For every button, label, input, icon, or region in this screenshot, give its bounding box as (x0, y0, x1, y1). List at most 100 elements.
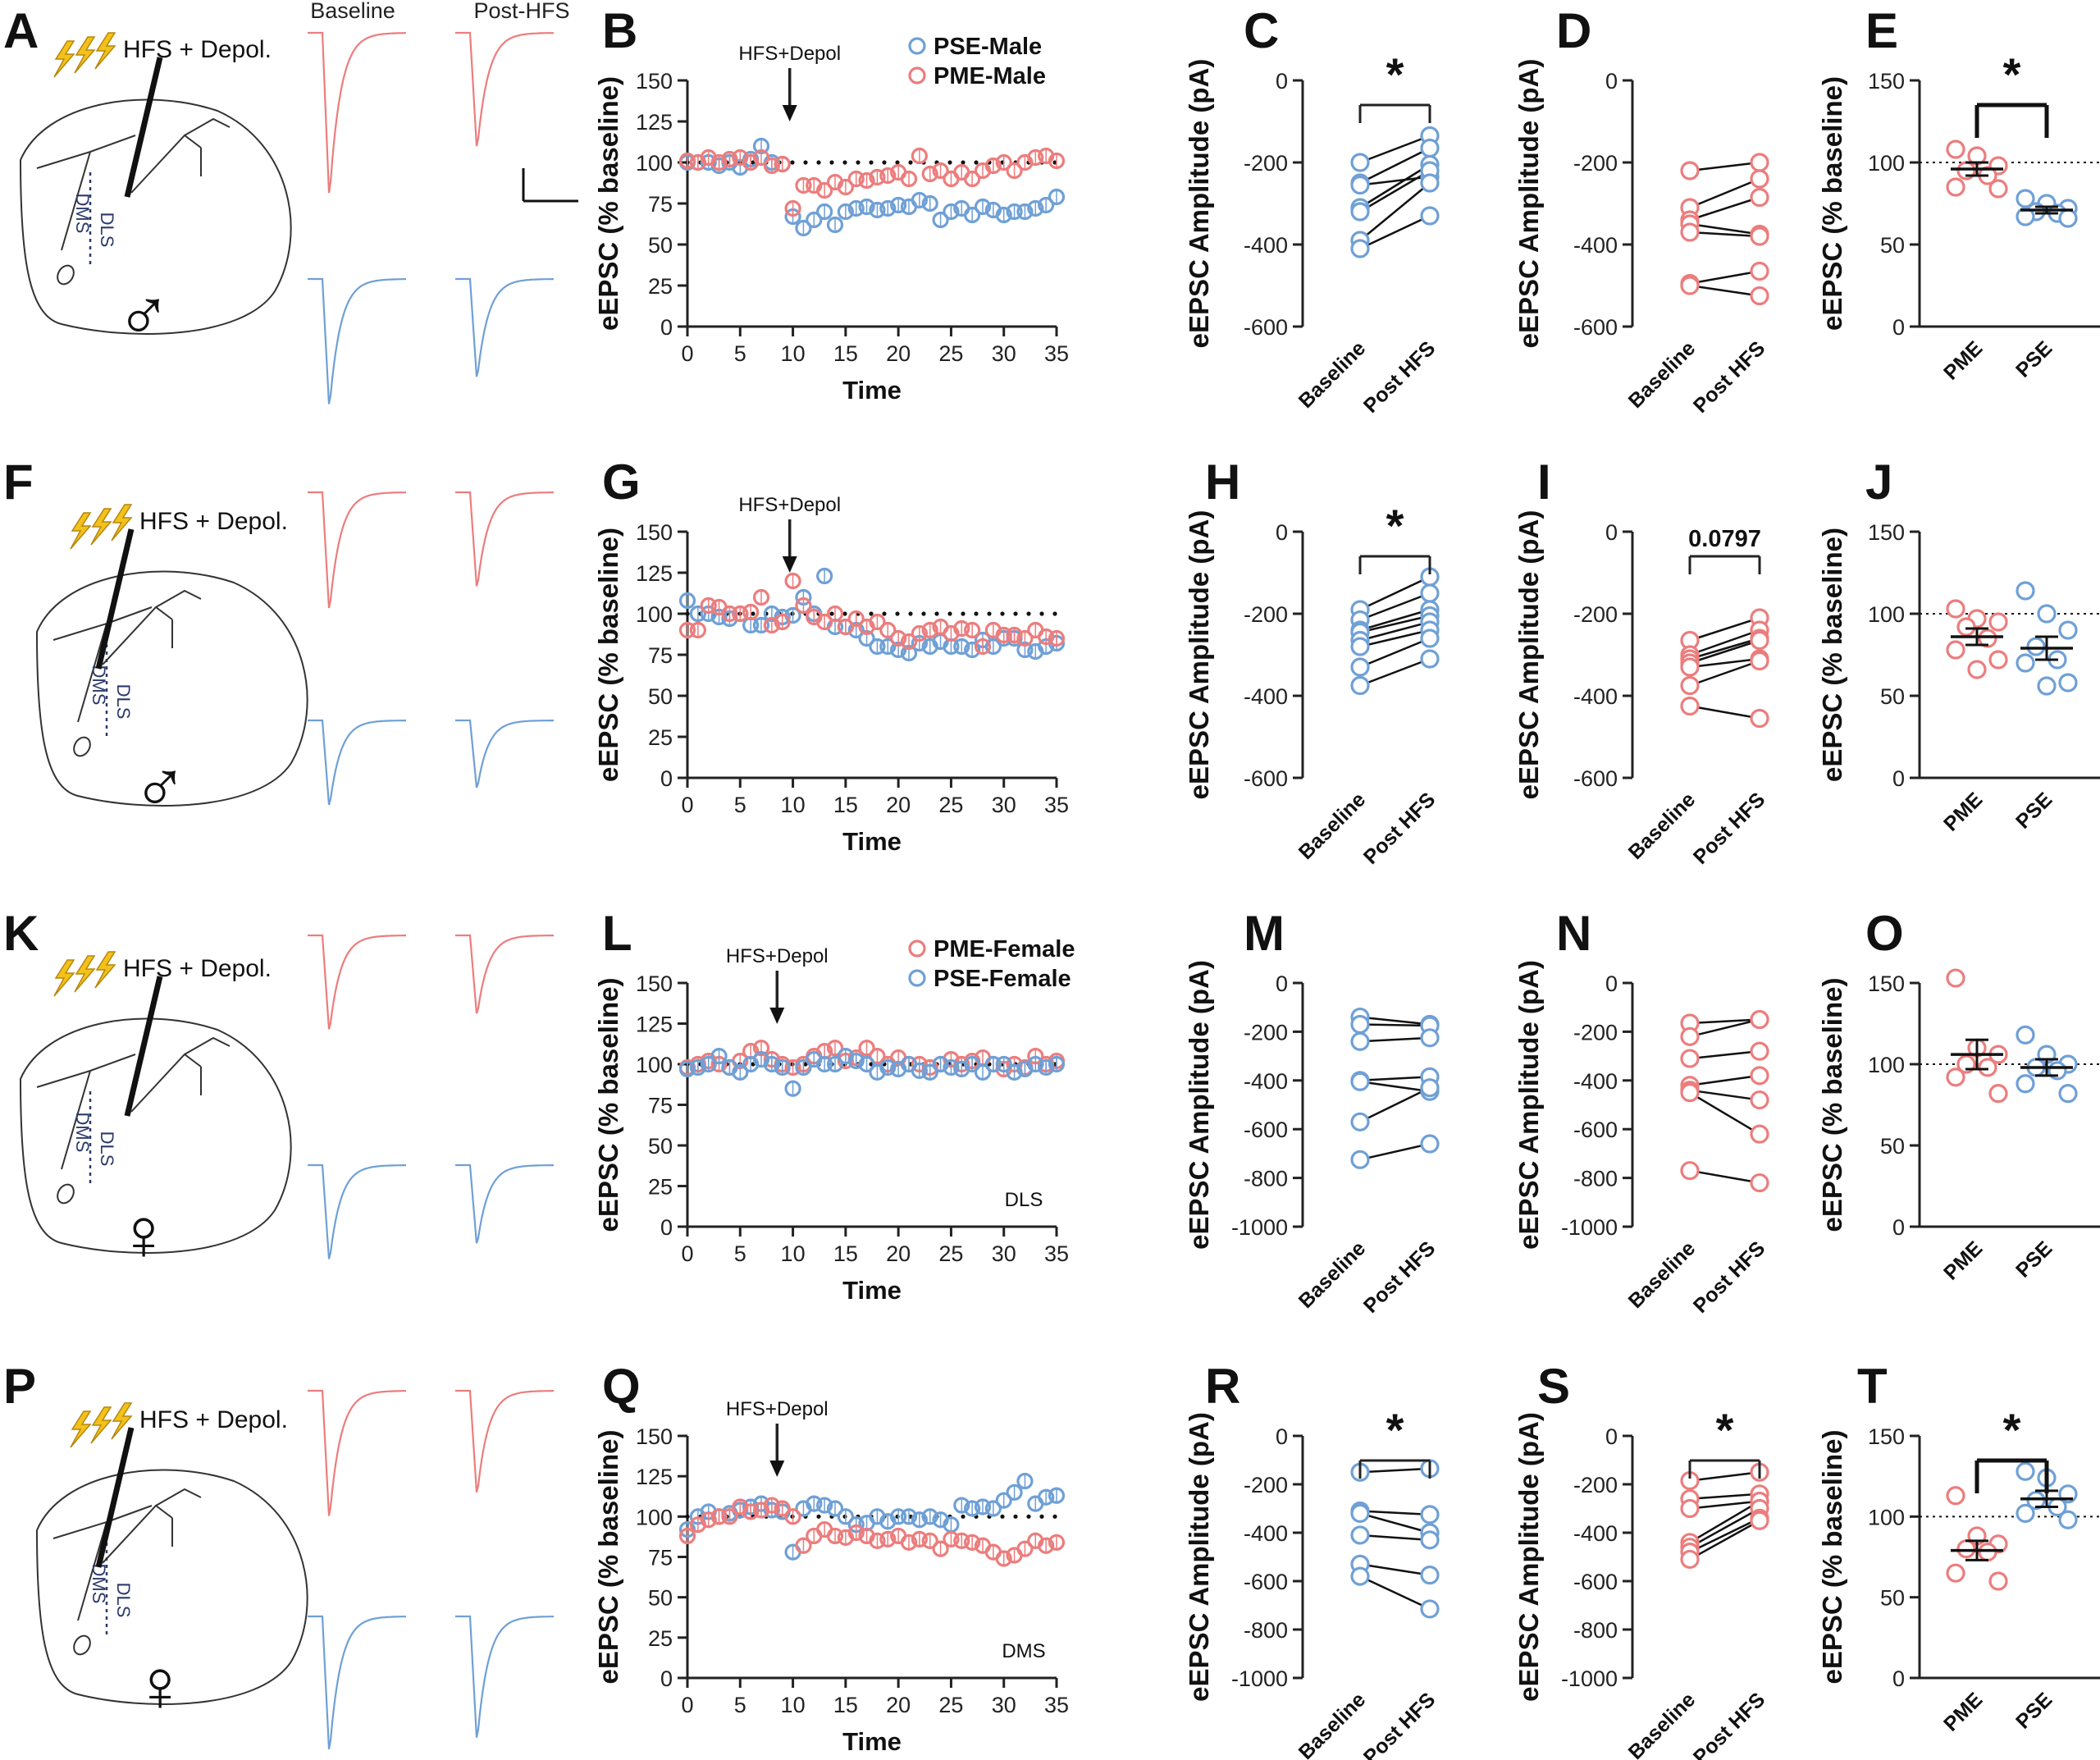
y-axis-label-t: eEPSC (% baseline) (1817, 1430, 1847, 1685)
data-point-e-pme (1988, 179, 2008, 199)
paired-line-h (1359, 657, 1431, 687)
data-point-h-baseline (1350, 675, 1370, 696)
data-point-r-post-hfs (1420, 1530, 1440, 1550)
chart-d-ytick-label: -400 (1573, 233, 1618, 258)
data-point-o-pse (2016, 1025, 2035, 1045)
paired-line-s (1689, 1493, 1760, 1500)
label-dms: DMS (72, 194, 93, 234)
data-point-q-pse-female (816, 1497, 833, 1514)
reference-line-dot (921, 611, 926, 616)
data-point-b-pse-male (837, 203, 854, 221)
anterior-commissure (57, 264, 75, 286)
female-symbol-icon: ♀ (116, 1194, 171, 1276)
y-axis-label-d: eEPSC Amplitude (pA) (1513, 59, 1544, 349)
data-point-b-pse-male (879, 199, 897, 217)
data-point-g-pme (869, 613, 886, 631)
paired-line-n (1689, 1018, 1760, 1038)
label-dls: DLS (113, 1583, 134, 1618)
data-point-l-pse-female (911, 1062, 928, 1080)
data-point-o-pse (2058, 1084, 2078, 1104)
reference-line-dot (1052, 1514, 1057, 1519)
paired-line-c (1359, 135, 1431, 164)
data-point-n-baseline (1680, 1083, 1700, 1103)
panel-letter-f: F (3, 455, 34, 510)
data-point-l-pse-female (774, 1058, 791, 1077)
reference-line-dot (803, 1062, 808, 1067)
label-dls: DLS (97, 213, 117, 248)
chart-i-ytick-label: -600 (1573, 766, 1618, 791)
data-point-t-pse (2016, 1461, 2035, 1481)
chart-h-ytick-label: -200 (1244, 602, 1288, 627)
data-point-r-baseline (1350, 1503, 1370, 1524)
x-category-label-j: PSE (2011, 788, 2057, 833)
chart-d-ytick-label: -200 (1573, 151, 1618, 176)
data-point-t-pme (1956, 1539, 1976, 1559)
paired-line-h (1359, 592, 1431, 621)
data-point-b-pme-male (921, 165, 938, 183)
region-label-q: DMS (1002, 1640, 1045, 1662)
data-point-q-pse-female (826, 1500, 844, 1517)
chart-m-ytick-label: -400 (1244, 1069, 1288, 1094)
significance-star-h: * (1386, 500, 1404, 551)
trace-post-hfs-red (455, 491, 554, 587)
data-point-l-pse-female (984, 1055, 1002, 1073)
trace-baseline-red (308, 31, 406, 194)
data-point-t-pme (1946, 1486, 1965, 1506)
data-point-l-pse-female (795, 1058, 812, 1077)
chart-l-ytick-label: 125 (636, 1013, 673, 1037)
data-point-b-pse-male (826, 216, 844, 234)
data-point-g-pme (964, 621, 981, 639)
reference-line-dot (961, 1514, 966, 1519)
legend-label-b: PME-Male (934, 63, 1046, 89)
chart-b-ytick-label: 25 (648, 274, 673, 299)
male-symbol-icon: ♂ (116, 275, 171, 357)
paired-line-n (1689, 1169, 1760, 1184)
data-point-i-baseline (1680, 675, 1700, 696)
reference-line-dot (908, 160, 913, 165)
chart-g-xtick-label: 30 (992, 793, 1016, 817)
stim-label: HFS + Depol. (123, 955, 272, 982)
paired-line-m (1359, 1036, 1431, 1043)
data-point-t-pse (2016, 1503, 2035, 1524)
paired-line-d (1689, 161, 1760, 172)
data-point-s-post-hfs (1750, 1511, 1769, 1530)
data-point-j-pse (2037, 604, 2057, 624)
data-point-q-pse-female (837, 1508, 854, 1525)
chart-b-xtick-label: 35 (1044, 341, 1069, 366)
data-point-e-pse (2016, 189, 2035, 208)
data-point-b-pme-male (932, 162, 949, 180)
panel-letter-n: N (1556, 906, 1591, 961)
reference-line-dot (751, 611, 756, 616)
data-point-o-pme (1988, 1084, 2008, 1104)
chart-q-ytick-label: 100 (636, 1505, 673, 1529)
data-point-o-pse (2016, 1074, 2035, 1094)
y-axis-label-o: eEPSC (% baseline) (1817, 978, 1847, 1232)
data-point-m-post-hfs (1420, 1134, 1440, 1154)
chart-l-ytick-label: 150 (636, 971, 673, 996)
trace-baseline-red (308, 1389, 407, 1516)
chart-l-xtick-label: 15 (833, 1241, 858, 1266)
chart-t-ytick-label: 50 (1880, 1586, 1905, 1611)
panel-letter-e: E (1865, 3, 1898, 58)
reference-line-dot (895, 611, 900, 616)
data-point-q-pse-female (953, 1497, 970, 1514)
brain-slice-schematic-a: DMS DLS HFS + Depol. ♂ (19, 36, 292, 357)
paired-line-d (1689, 270, 1760, 285)
trace-post-hfs-blue (455, 1615, 555, 1738)
data-point-l-pse-female (1027, 1055, 1044, 1073)
chart-e-ytick-label: 100 (1868, 151, 1905, 176)
chart-b-ytick-label: 100 (636, 151, 673, 176)
data-point-b-pme-male (763, 157, 780, 175)
legend-label-b: PSE-Male (934, 34, 1042, 60)
data-point-g-pse (964, 641, 981, 659)
slice-outline (35, 1469, 308, 1705)
data-point-b-pme-male (995, 153, 1012, 171)
stimulating-electrode (124, 57, 163, 198)
chart-l-ytick-label: 0 (660, 1215, 673, 1240)
x-category-label-t: PME (1939, 1688, 1987, 1735)
lightning-bolt-icon (74, 36, 96, 74)
data-point-g-pse (879, 638, 897, 656)
chart-o-ytick-label: 0 (1892, 1215, 1905, 1240)
trace-post-hfs-red (455, 934, 554, 1014)
data-point-q-pme-female (721, 1508, 738, 1525)
